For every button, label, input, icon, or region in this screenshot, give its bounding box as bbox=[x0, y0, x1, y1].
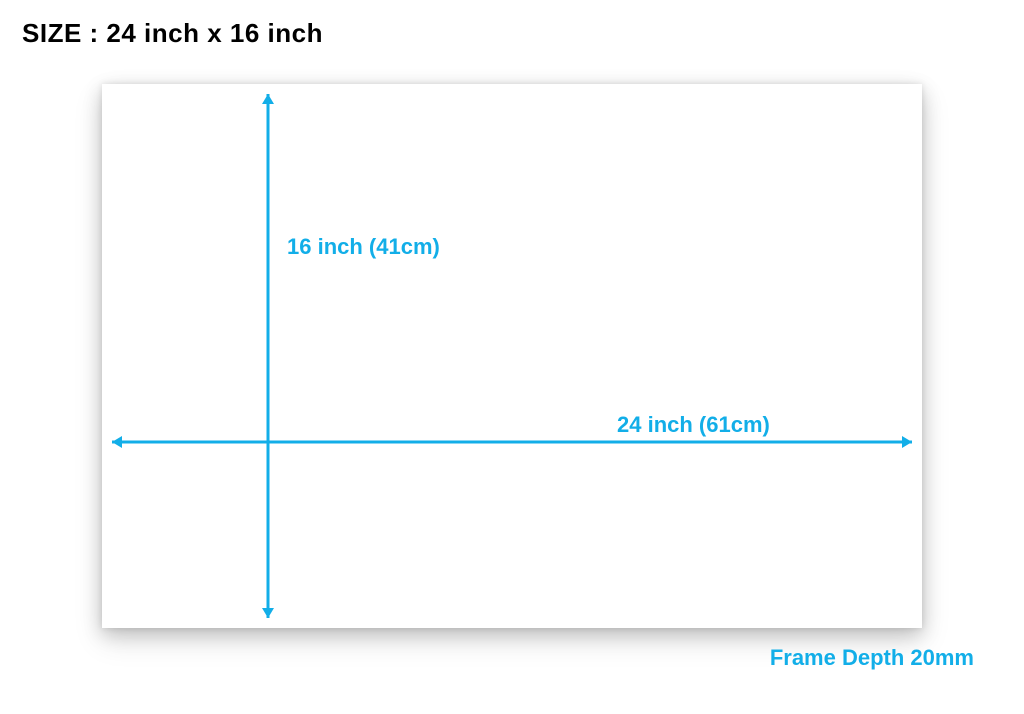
frame-box bbox=[102, 84, 922, 628]
size-title: SIZE : 24 inch x 16 inch bbox=[22, 18, 323, 49]
frame-depth-label: Frame Depth 20mm bbox=[770, 645, 974, 671]
